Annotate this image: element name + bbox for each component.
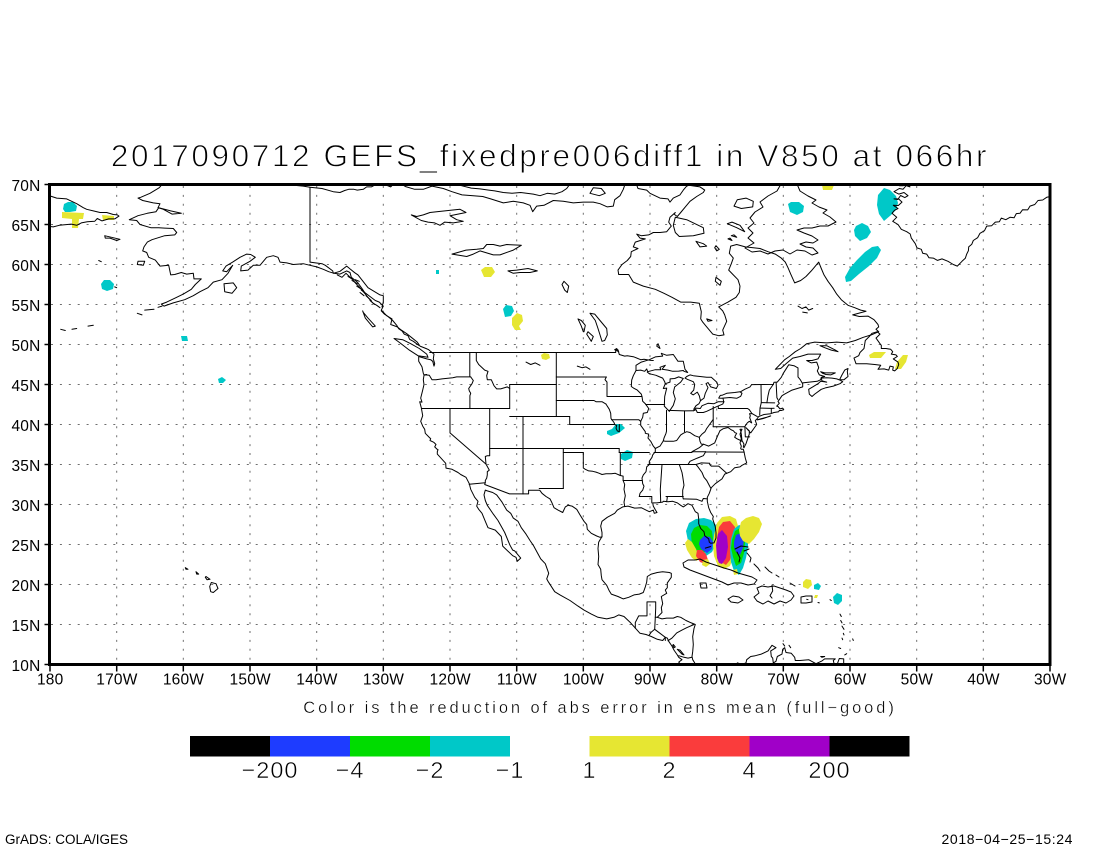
- svg-text:10N: 10N: [11, 658, 40, 675]
- svg-text:30W: 30W: [1034, 672, 1067, 689]
- svg-text:50W: 50W: [901, 672, 934, 689]
- svg-text:−200: −200: [242, 757, 299, 783]
- svg-text:−1: −1: [496, 757, 525, 783]
- svg-text:15N: 15N: [11, 618, 40, 635]
- svg-text:40W: 40W: [967, 672, 1000, 689]
- svg-text:2: 2: [662, 757, 676, 783]
- svg-text:80W: 80W: [701, 672, 734, 689]
- svg-text:25N: 25N: [11, 538, 40, 555]
- svg-text:−2: −2: [416, 757, 445, 783]
- svg-text:160W: 160W: [163, 672, 204, 689]
- svg-text:GrADS: COLA/IGES: GrADS: COLA/IGES: [5, 832, 128, 847]
- svg-text:1: 1: [582, 757, 596, 783]
- svg-text:−4: −4: [336, 757, 365, 783]
- svg-text:180: 180: [37, 672, 64, 689]
- svg-text:60N: 60N: [11, 258, 40, 275]
- svg-text:130W: 130W: [363, 672, 404, 689]
- svg-text:90W: 90W: [634, 672, 667, 689]
- svg-text:150W: 150W: [230, 672, 271, 689]
- svg-text:50N: 50N: [11, 338, 40, 355]
- svg-text:Color is the reduction of abs: Color is the reduction of abs error in e…: [303, 699, 896, 717]
- svg-text:40N: 40N: [11, 418, 40, 435]
- svg-text:110W: 110W: [497, 672, 537, 689]
- svg-text:140W: 140W: [296, 672, 337, 689]
- svg-text:55N: 55N: [11, 298, 40, 315]
- svg-text:100W: 100W: [563, 672, 604, 689]
- svg-text:200: 200: [808, 757, 850, 783]
- svg-text:70N: 70N: [11, 178, 40, 195]
- svg-text:60W: 60W: [834, 672, 867, 689]
- svg-text:20N: 20N: [11, 578, 40, 595]
- svg-text:65N: 65N: [11, 218, 40, 235]
- svg-text:35N: 35N: [11, 458, 40, 475]
- svg-text:120W: 120W: [430, 672, 471, 689]
- svg-text:170W: 170W: [96, 672, 137, 689]
- svg-text:4: 4: [742, 757, 756, 783]
- svg-text:2018−04−25−15:24: 2018−04−25−15:24: [942, 831, 1073, 847]
- svg-text:45N: 45N: [11, 378, 40, 395]
- svg-text:70W: 70W: [767, 672, 800, 689]
- svg-text:2017090712 GEFS_fixedpre006dif: 2017090712 GEFS_fixedpre006diff1 in V850…: [111, 138, 989, 174]
- svg-text:30N: 30N: [11, 498, 40, 515]
